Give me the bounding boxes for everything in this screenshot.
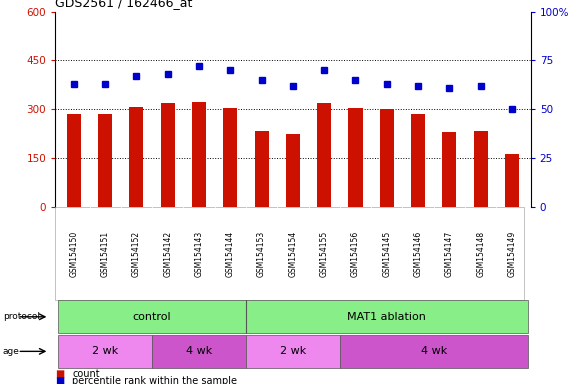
Text: GSM154153: GSM154153 [257,230,266,276]
Bar [161,103,175,207]
Bar [58,300,246,333]
Bar [317,103,331,207]
Bar [380,109,394,207]
Text: GSM154152: GSM154152 [132,230,141,276]
Text: GSM154148: GSM154148 [476,230,485,276]
Bar [255,131,269,207]
Text: GSM154145: GSM154145 [382,230,392,276]
Text: GSM154146: GSM154146 [414,230,423,276]
Text: control: control [133,312,172,322]
Bar [129,107,143,207]
Text: age: age [3,347,20,356]
Text: GSM154155: GSM154155 [320,230,329,276]
Text: GSM154156: GSM154156 [351,230,360,276]
Text: percentile rank within the sample: percentile rank within the sample [72,376,237,384]
Text: ■: ■ [55,376,64,384]
Text: GDS2561 / 162466_at: GDS2561 / 162466_at [55,0,193,9]
Bar [443,132,456,207]
Text: GSM154144: GSM154144 [226,230,235,276]
Text: GSM154143: GSM154143 [194,230,204,276]
Text: GSM154149: GSM154149 [508,230,516,276]
Bar [223,108,237,207]
Bar [58,335,152,368]
Text: GSM154150: GSM154150 [70,230,78,276]
Text: GSM154147: GSM154147 [445,230,454,276]
Bar [505,154,519,207]
Text: protocol: protocol [3,312,40,321]
Text: 2 wk: 2 wk [280,346,306,356]
Bar [67,114,81,207]
Bar [192,102,206,207]
Bar [286,134,300,207]
Bar [411,114,425,207]
Bar [246,300,528,333]
Bar [474,131,488,207]
Text: count: count [72,369,100,379]
Text: 4 wk: 4 wk [186,346,212,356]
Bar [98,114,112,207]
Bar [349,108,362,207]
Text: GSM154151: GSM154151 [101,230,110,276]
Text: GSM154154: GSM154154 [288,230,298,276]
Text: GSM154142: GSM154142 [163,230,172,276]
Bar [152,335,246,368]
Text: 4 wk: 4 wk [420,346,447,356]
Text: MAT1 ablation: MAT1 ablation [347,312,426,322]
Bar [246,335,340,368]
Bar [340,335,528,368]
Text: 2 wk: 2 wk [92,346,118,356]
Text: ■: ■ [55,369,64,379]
